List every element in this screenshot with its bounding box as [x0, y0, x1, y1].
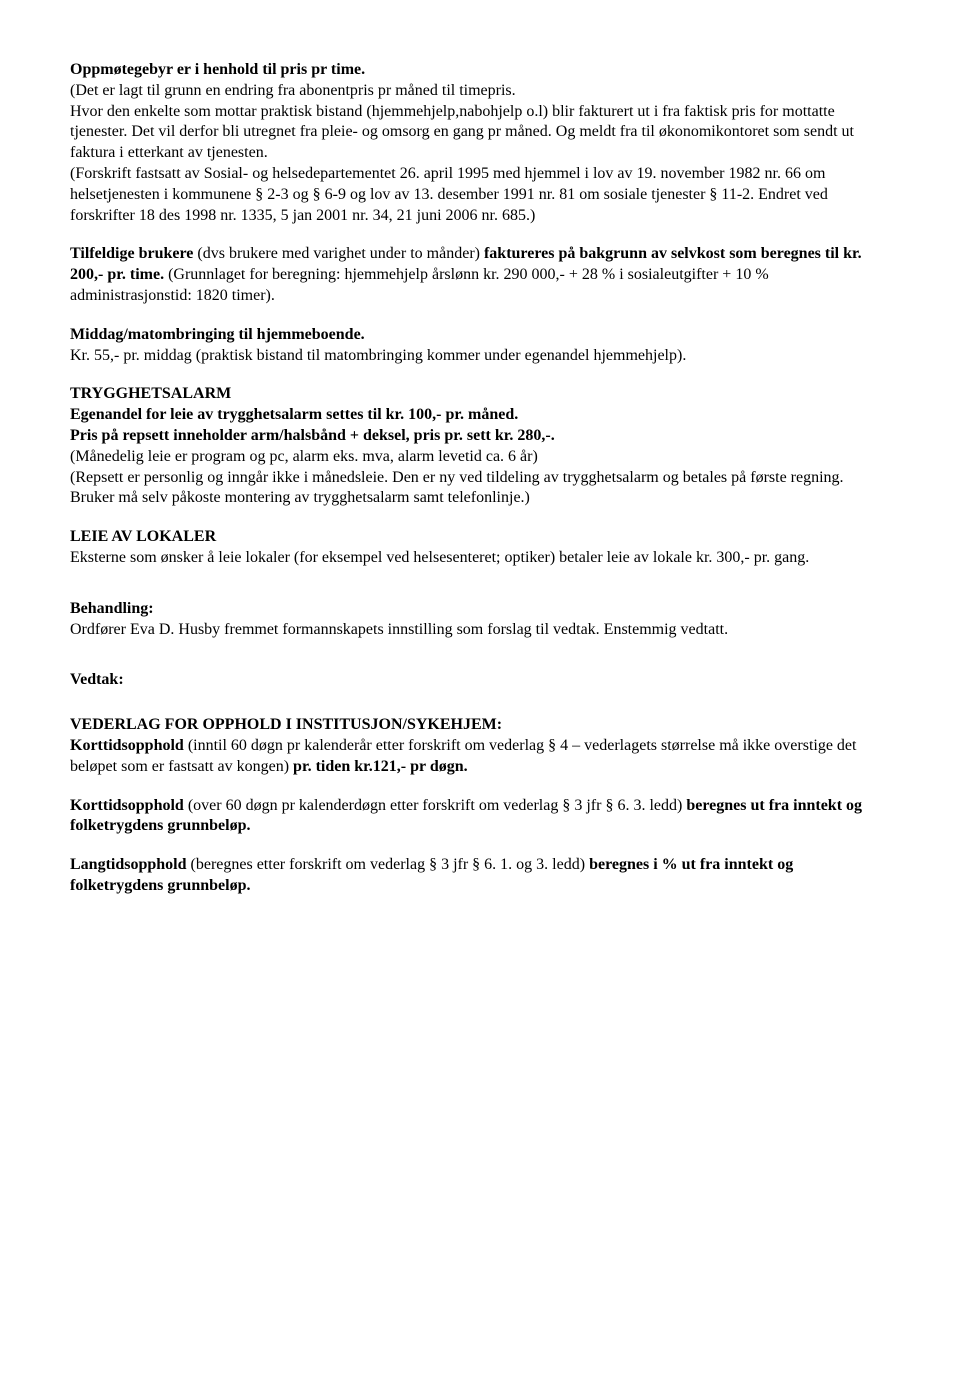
paragraph-leie-lokaler: LEIE AV LOKALER Eksterne som ønsker å le… — [70, 527, 890, 569]
text: (beregnes etter forskrift om vederlag § … — [191, 856, 590, 873]
paragraph-vederlag: VEDERLAG FOR OPPHOLD I INSTITUSJON/SYKEH… — [70, 715, 890, 777]
middag-heading: Middag/matombringing til hjemmeboende. — [70, 326, 365, 343]
behandling-heading: Behandling: — [70, 600, 154, 617]
text-bold: pr. tiden kr.121,- pr døgn. — [293, 758, 468, 775]
text-bold: Langtidsopphold — [70, 856, 191, 873]
vedtak-heading: Vedtak: — [70, 671, 124, 688]
paragraph-korttid-over60: Korttidsopphold (over 60 døgn pr kalende… — [70, 796, 890, 838]
paragraph-trygghetsalarm: TRYGGHETSALARM Egenandel for leie av try… — [70, 384, 890, 509]
paragraph-langtid: Langtidsopphold (beregnes etter forskrif… — [70, 855, 890, 897]
text: (Grunnlaget for beregning: hjemmehjelp å… — [70, 266, 769, 304]
paragraph-middag: Middag/matombringing til hjemmeboende. K… — [70, 325, 890, 367]
paragraph-vedtak: Vedtak: — [70, 670, 890, 691]
text: (dvs brukere med varighet under to månde… — [197, 245, 484, 262]
text: Eksterne som ønsker å leie lokaler (for … — [70, 549, 809, 566]
text: (Forskrift fastsatt av Sosial- og helsed… — [70, 165, 828, 224]
trygghetsalarm-heading: TRYGGHETSALARM — [70, 385, 231, 402]
text: Hvor den enkelte som mottar praktisk bis… — [70, 103, 854, 162]
text: (Det er lagt til grunn en endring fra ab… — [70, 82, 516, 99]
text: Ordfører Eva D. Husby fremmet formannska… — [70, 621, 728, 638]
text-bold: Korttidsopphold — [70, 737, 188, 754]
vederlag-heading: VEDERLAG FOR OPPHOLD I INSTITUSJON/SYKEH… — [70, 716, 502, 733]
text-bold: Pris på repsett inneholder arm/halsbånd … — [70, 427, 555, 444]
paragraph-oppmote: Oppmøtegebyr er i henhold til pris pr ti… — [70, 60, 890, 226]
text: (Månedelig leie er program og pc, alarm … — [70, 448, 538, 465]
oppmote-heading: Oppmøtegebyr er i henhold til pris pr ti… — [70, 61, 365, 78]
text-bold: Tilfeldige brukere — [70, 245, 197, 262]
text: (Repsett er personlig og inngår ikke i m… — [70, 469, 844, 507]
text: (over 60 døgn pr kalenderdøgn etter fors… — [188, 797, 687, 814]
paragraph-tilfeldige: Tilfeldige brukere (dvs brukere med vari… — [70, 244, 890, 306]
text-bold: Egenandel for leie av trygghetsalarm set… — [70, 406, 518, 423]
leie-heading: LEIE AV LOKALER — [70, 528, 216, 545]
text: Kr. 55,- pr. middag (praktisk bistand ti… — [70, 347, 686, 364]
text-bold: Korttidsopphold — [70, 797, 188, 814]
paragraph-behandling: Behandling: Ordfører Eva D. Husby fremme… — [70, 599, 890, 641]
